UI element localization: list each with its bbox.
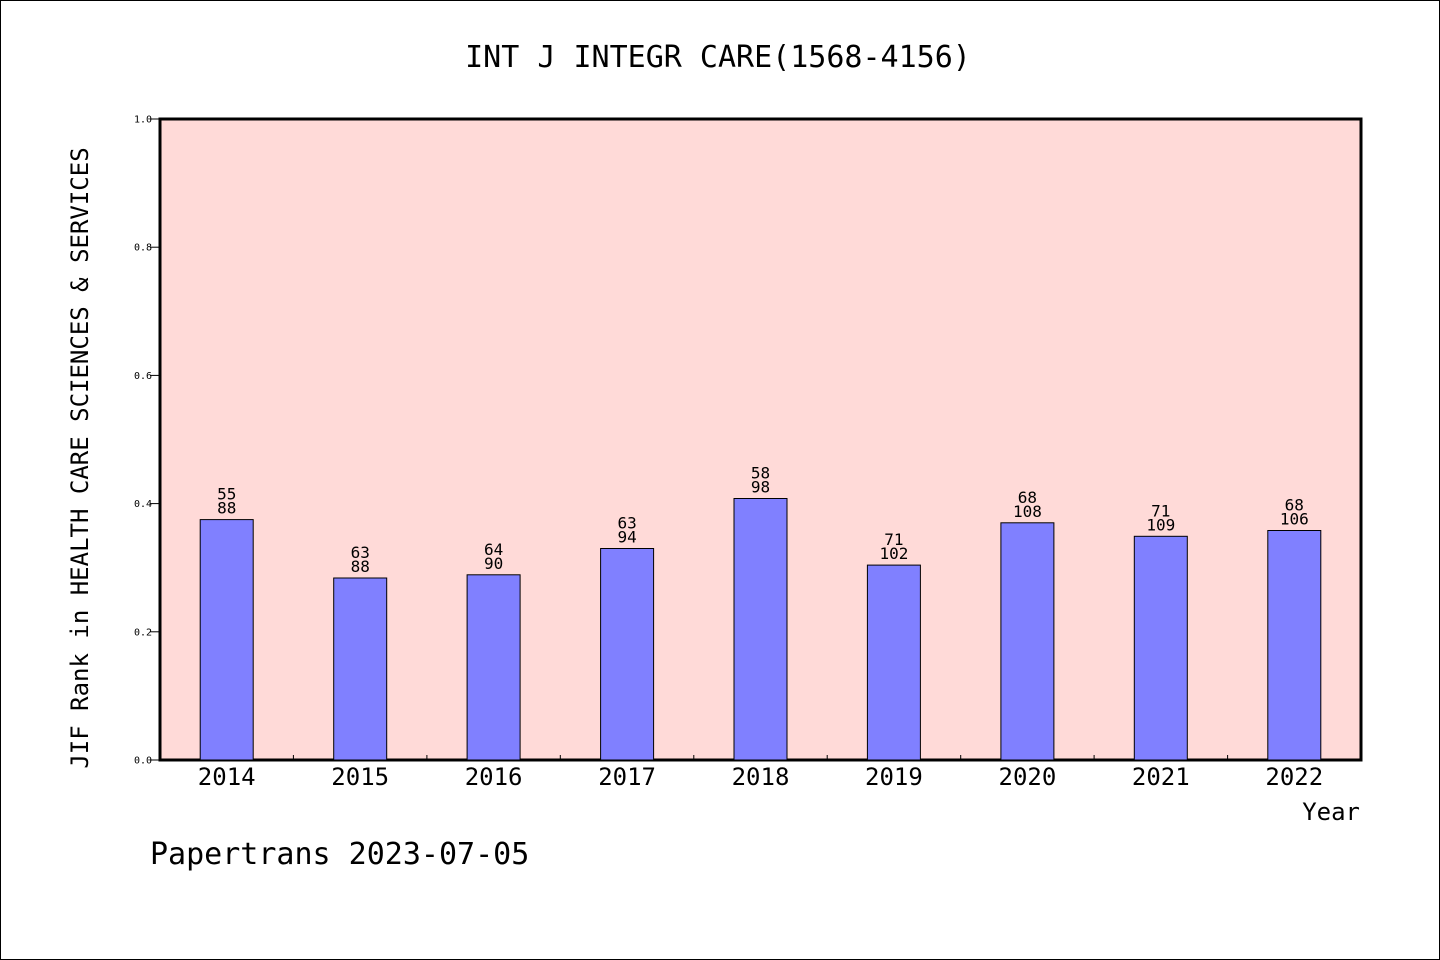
x-tick-label-2016: 2016 bbox=[465, 763, 523, 791]
bar-rank-label-2015: 63 bbox=[351, 543, 370, 562]
bar-2014 bbox=[199, 519, 254, 761]
footer-credit: Papertrans 2023-07-05 bbox=[150, 837, 529, 872]
bar-rank-label-2014: 55 bbox=[217, 485, 236, 504]
bar-2017 bbox=[600, 548, 655, 761]
x-tick-label-2022: 2022 bbox=[1265, 763, 1323, 791]
bar-total-label-2020: 108 bbox=[1013, 502, 1042, 521]
y-tick-label: 0.8 bbox=[134, 243, 152, 254]
y-tick-label: 0.6 bbox=[134, 371, 152, 382]
x-tick-label-2014: 2014 bbox=[198, 763, 256, 791]
x-axis: 2014 2015 2016 2017 2018 2019 2020 2021 2022 bbox=[198, 755, 1323, 791]
bars-layer bbox=[199, 498, 1322, 761]
x-tick-label-2021: 2021 bbox=[1132, 763, 1190, 791]
bar-total-label-2016: 90 bbox=[484, 554, 503, 573]
bar-total-label-2022: 106 bbox=[1280, 510, 1309, 529]
bar-rank-label-2022: 68 bbox=[1285, 496, 1304, 515]
x-axis-title: Year bbox=[1302, 798, 1360, 826]
y-tick-label: 0.4 bbox=[134, 499, 152, 510]
y-tick-label: 1.0 bbox=[134, 115, 152, 126]
bar-total-label-2019: 102 bbox=[879, 544, 908, 563]
bar-2019 bbox=[866, 564, 921, 761]
bar-rank-label-2021: 71 bbox=[1151, 501, 1170, 520]
x-tick-label-2018: 2018 bbox=[732, 763, 790, 791]
bar-total-label-2017: 94 bbox=[617, 528, 636, 547]
bar-rank-label-2016: 64 bbox=[484, 540, 503, 559]
bar-rank-label-2018: 58 bbox=[751, 464, 770, 483]
bar-2016 bbox=[466, 574, 521, 761]
bar-2021 bbox=[1133, 535, 1188, 761]
bar-rank-label-2020: 68 bbox=[1018, 488, 1037, 507]
y-tick-label: 0.0 bbox=[134, 756, 152, 767]
y-tick-label: 0.2 bbox=[134, 627, 152, 638]
y-axis-title: JIF Rank in HEALTH CARE SCIENCES & SERVI… bbox=[66, 147, 94, 768]
bar-total-label-2014: 88 bbox=[217, 499, 236, 518]
x-tick-label-2015: 2015 bbox=[331, 763, 389, 791]
y-axis: 0.0 0.2 0.4 0.6 0.8 1.0 bbox=[134, 115, 160, 767]
bar-total-label-2021: 109 bbox=[1146, 515, 1175, 534]
bar-2018 bbox=[733, 498, 788, 761]
bar-2022 bbox=[1267, 530, 1322, 761]
bar-total-label-2018: 98 bbox=[751, 478, 770, 497]
x-tick-label-2020: 2020 bbox=[999, 763, 1057, 791]
bar-rank-label-2017: 63 bbox=[617, 514, 636, 533]
bar-2015 bbox=[333, 577, 388, 761]
bar-total-label-2015: 88 bbox=[351, 557, 370, 576]
bar-2020 bbox=[1000, 522, 1055, 761]
bar-rank-label-2019: 71 bbox=[884, 530, 903, 549]
x-tick-label-2017: 2017 bbox=[598, 763, 656, 791]
chart-title: INT J INTEGR CARE(1568-4156) bbox=[465, 40, 971, 75]
x-tick-label-2019: 2019 bbox=[865, 763, 923, 791]
